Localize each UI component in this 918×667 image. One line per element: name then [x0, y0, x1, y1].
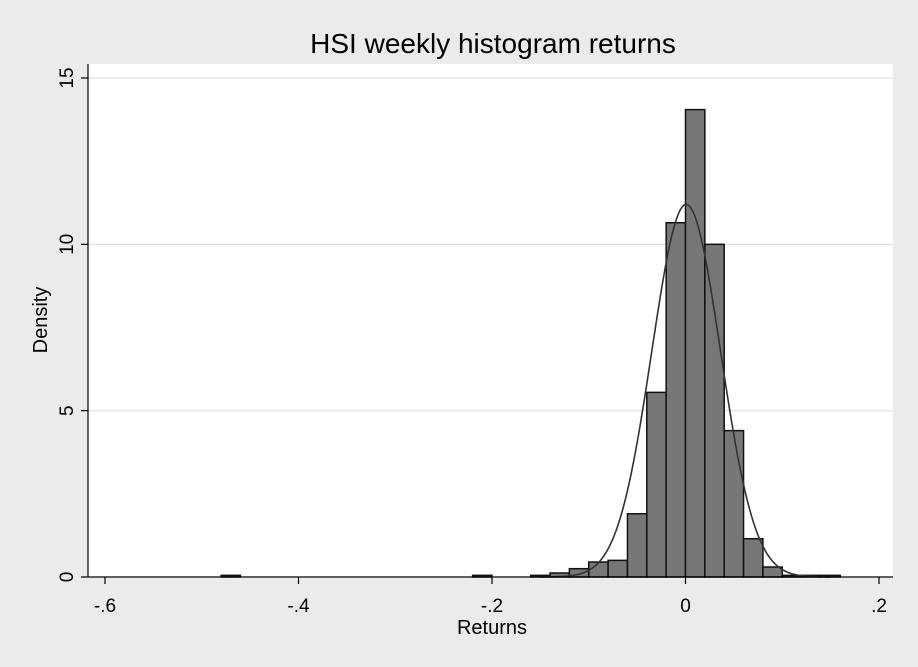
x-tick-label: -.6 [94, 596, 116, 617]
histogram-bar [742, 537, 764, 578]
histogram-bars [220, 108, 842, 578]
x-tick-label: .2 [871, 596, 887, 617]
x-axis-label: Returns [457, 617, 527, 639]
y-tick-label: 5 [57, 405, 78, 416]
normal-density-curve [540, 203, 831, 578]
grid-lines [88, 77, 893, 412]
axes [87, 64, 893, 578]
x-axis-ticks: -.6 -.4 -.2 0 .2 [94, 577, 887, 617]
y-axis-ticks: 0 5 10 15 [57, 67, 88, 582]
y-axis-label: Density [30, 287, 52, 354]
y-tick-label: 15 [57, 67, 78, 88]
chart-title: HSI weekly histogram returns [310, 28, 676, 59]
histogram-bar [626, 513, 648, 578]
histogram-bar [665, 221, 687, 578]
histogram-bar [646, 391, 667, 578]
y-tick-label: 0 [57, 572, 78, 583]
histogram-bar [704, 243, 725, 578]
histogram-bar [607, 559, 629, 578]
x-tick-label: 0 [680, 596, 691, 617]
histogram-bar [723, 429, 745, 578]
histogram-bar [684, 108, 706, 578]
x-tick-label: -.4 [287, 596, 310, 617]
plot-area [88, 64, 893, 578]
x-tick-label: -.2 [481, 596, 503, 617]
y-tick-label: 10 [57, 234, 78, 255]
